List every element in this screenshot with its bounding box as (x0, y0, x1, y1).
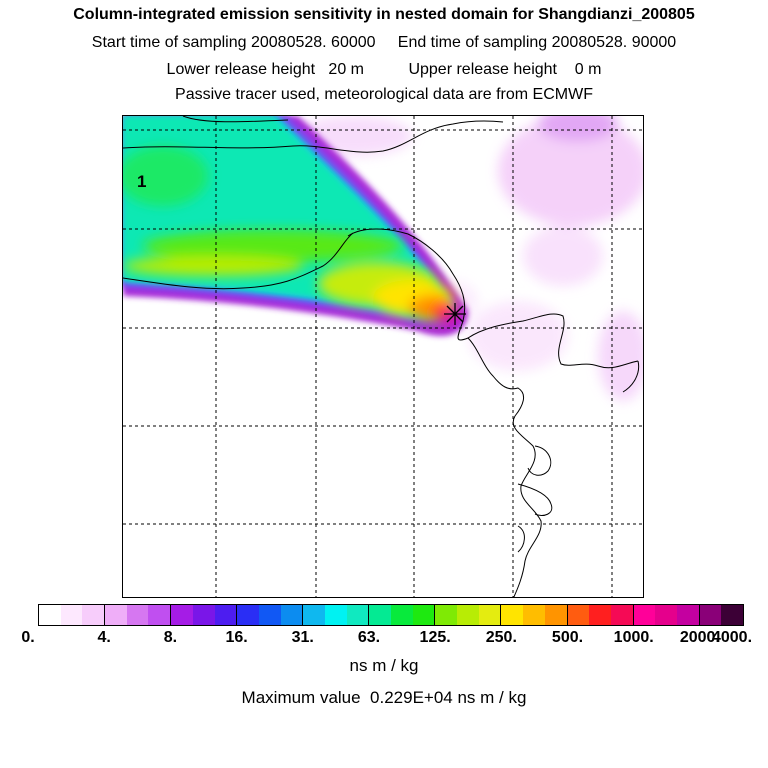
colorbar-segment (500, 605, 524, 625)
graticule (123, 116, 643, 597)
colorbar-segment (676, 605, 699, 625)
colorbar-segment (60, 605, 83, 625)
colorbar-segment (148, 605, 171, 625)
colorbar-segment (280, 605, 303, 625)
region-number-label: 1 (137, 172, 147, 191)
colorbar-segment (457, 605, 479, 625)
colorbar-segment (346, 605, 369, 625)
colorbar-tick-label: 125. (419, 629, 451, 646)
colorbar-segment (368, 605, 391, 625)
colorbar-tick-label: 8. (163, 629, 178, 646)
colorbar-segment (170, 605, 193, 625)
colorbar-segment (544, 605, 567, 625)
sensitivity-map: 1 (122, 115, 644, 598)
emission-plume (123, 116, 468, 336)
colorbar-tick-label: 500. (551, 629, 584, 646)
release-height-line: Lower release height 20 m Upper release … (166, 61, 602, 78)
colorbar-segment (721, 605, 743, 625)
coastlines (123, 116, 640, 597)
colorbar-segment (258, 605, 281, 625)
colorbar-segment (391, 605, 413, 625)
colorbar-segment (523, 605, 545, 625)
colorbar-segment (126, 605, 149, 625)
colorbar-segment (655, 605, 677, 625)
colorbar-segment (82, 605, 105, 625)
colorbar-tick-labels: 0. 4. 8. 16. 31. 63. 125. 250. 500. 1000. 2000. 400… (0, 629, 768, 653)
colorbar-tick-label: 250. (485, 629, 517, 646)
colorbar-segment (589, 605, 611, 625)
colorbar-tick-label: 31. (291, 629, 314, 646)
tracer-info-line: Passive tracer used, meteorological data… (175, 86, 593, 103)
map-canvas (123, 116, 643, 597)
colorbar-segment (39, 605, 61, 625)
colorbar-segment (214, 605, 237, 625)
colorbar-segment (412, 605, 435, 625)
colorbar (38, 604, 744, 626)
colorbar-tick-label: 63. (357, 629, 381, 646)
colorbar-segment (104, 605, 127, 625)
colorbar-tick-label: 1000. (613, 629, 654, 646)
colorbar-units: ns m / kg (349, 656, 419, 675)
colorbar-segment (478, 605, 501, 625)
colorbar-segment (236, 605, 259, 625)
colorbar-tick-label: 4000. (711, 629, 753, 646)
receptor-star-marker (444, 303, 466, 325)
sampling-time-line: Start time of sampling 20080528. 60000 E… (91, 34, 677, 51)
colorbar-tick-label: 4. (97, 629, 111, 646)
colorbar-segment (698, 605, 722, 625)
colorbar-segment (632, 605, 656, 625)
colorbar-tick-label: 2000. (679, 629, 720, 646)
colorbar-segment (302, 605, 325, 625)
colorbar-tick-label: 16. (225, 629, 248, 646)
colorbar-segment (566, 605, 590, 625)
colorbar-segment (192, 605, 215, 625)
maximum-value-text: Maximum value 0.229E+04 ns m / kg (241, 688, 527, 707)
colorbar-tick-label: 0. (21, 629, 35, 646)
plot-title: Column-integrated emission sensitivity i… (73, 6, 695, 23)
colorbar-segment (324, 605, 347, 625)
colorbar-segment (610, 605, 633, 625)
colorbar-segment (434, 605, 458, 625)
